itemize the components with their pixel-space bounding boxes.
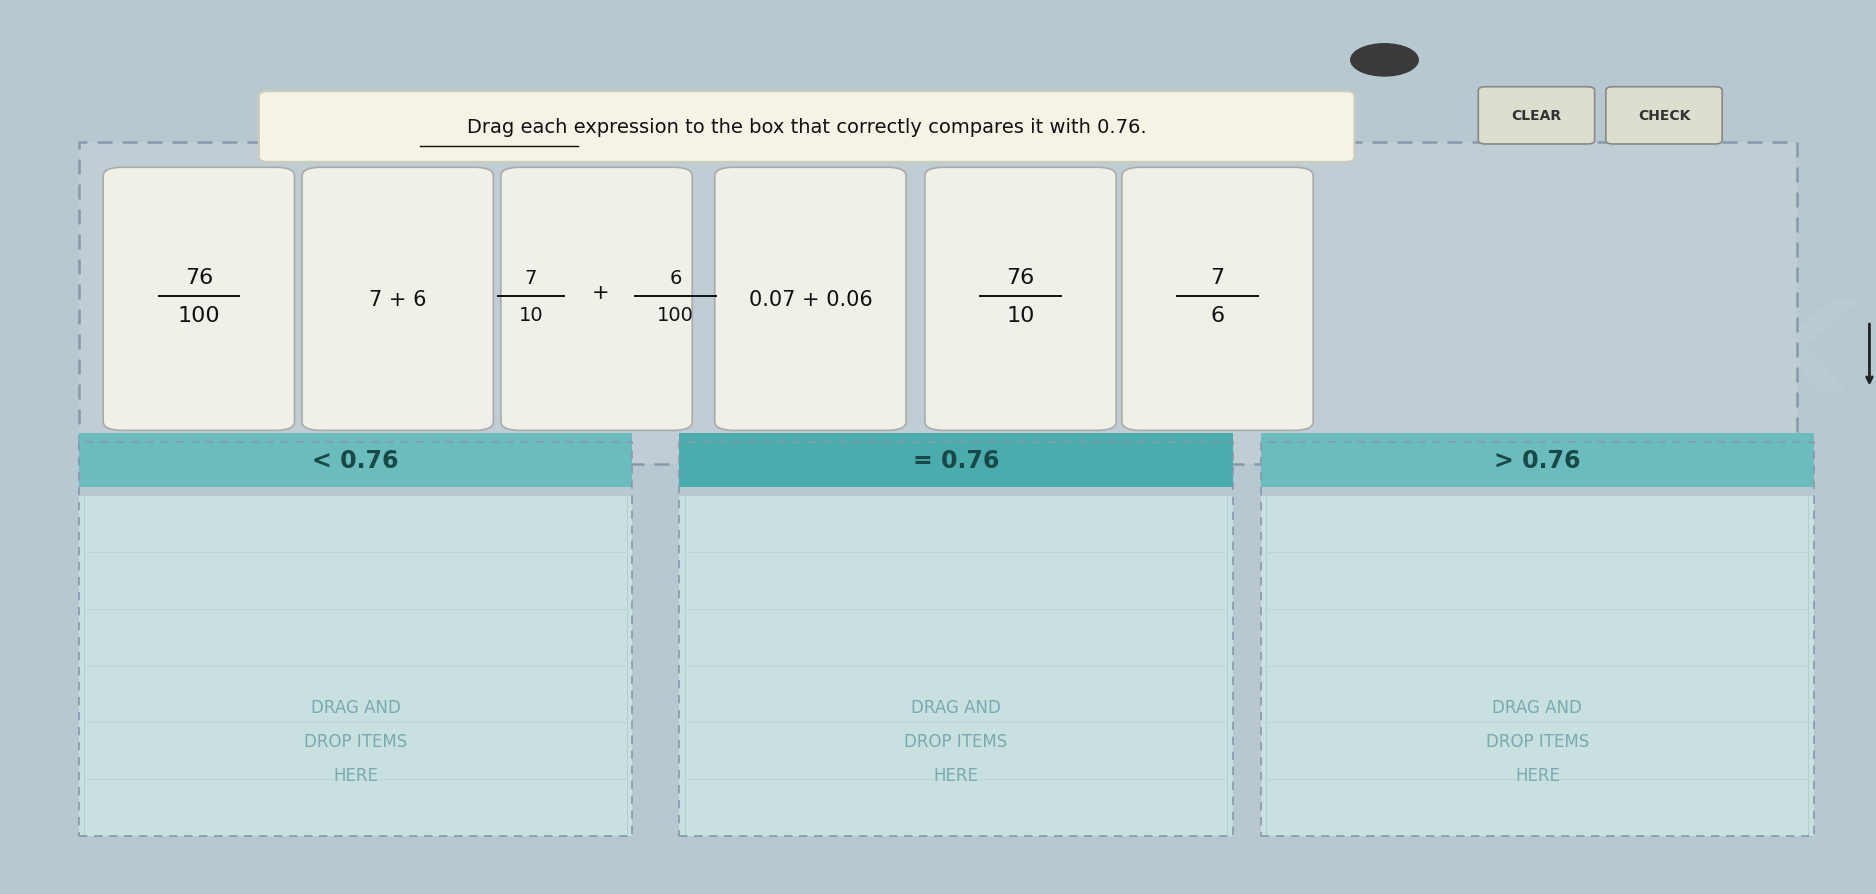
Bar	[679, 443, 1233, 836]
FancyBboxPatch shape	[1606, 88, 1722, 145]
Text: = 0.76: = 0.76	[912, 449, 1000, 472]
Text: 0.07 + 0.06: 0.07 + 0.06	[749, 290, 872, 309]
Text: DRAG AND: DRAG AND	[1493, 698, 1581, 716]
Text: 76: 76	[1006, 268, 1036, 288]
Text: HERE: HERE	[334, 766, 377, 784]
Text: 100: 100	[657, 306, 694, 325]
Text: 6: 6	[1210, 306, 1225, 325]
Text: +: +	[591, 283, 610, 302]
Text: 10: 10	[518, 306, 544, 325]
Text: HERE: HERE	[934, 766, 977, 784]
Circle shape	[1351, 45, 1418, 77]
Bar	[1261, 443, 1814, 836]
FancyBboxPatch shape	[925, 168, 1116, 431]
Bar	[679, 496, 1233, 836]
FancyBboxPatch shape	[501, 168, 692, 431]
Text: DROP ITEMS: DROP ITEMS	[304, 732, 407, 750]
Text: THINK: THINK	[360, 189, 1066, 384]
Bar	[79, 434, 632, 487]
FancyBboxPatch shape	[715, 168, 906, 431]
Text: HERE: HERE	[1516, 766, 1559, 784]
Bar	[79, 443, 632, 836]
Text: DRAG AND: DRAG AND	[311, 698, 400, 716]
Text: THINK: THINK	[1413, 297, 1852, 418]
Text: DRAG AND: DRAG AND	[912, 698, 1000, 716]
Text: CHECK: CHECK	[1638, 109, 1690, 123]
Text: Drag each expression to the box that correctly compares it with 0.76.: Drag each expression to the box that cor…	[467, 118, 1146, 137]
Bar	[1261, 496, 1814, 836]
Text: > 0.76: > 0.76	[1493, 449, 1581, 472]
Bar	[79, 496, 632, 836]
FancyBboxPatch shape	[103, 168, 295, 431]
Text: 6: 6	[670, 268, 681, 288]
Text: 10: 10	[1006, 306, 1036, 325]
Text: CLEAR: CLEAR	[1512, 109, 1561, 123]
Bar	[1261, 434, 1814, 487]
FancyBboxPatch shape	[302, 168, 493, 431]
Bar	[679, 434, 1233, 487]
Text: 7: 7	[525, 268, 537, 288]
Text: 100: 100	[178, 306, 219, 325]
FancyBboxPatch shape	[259, 92, 1354, 163]
Text: 7 + 6: 7 + 6	[370, 290, 426, 309]
Text: < 0.76: < 0.76	[311, 449, 400, 472]
Bar	[79, 143, 1797, 465]
FancyBboxPatch shape	[1478, 88, 1595, 145]
Text: 7: 7	[1210, 268, 1225, 288]
Bar	[79, 143, 1797, 465]
Text: DROP ITEMS: DROP ITEMS	[1486, 732, 1589, 750]
Text: 76: 76	[184, 268, 214, 288]
Text: DROP ITEMS: DROP ITEMS	[904, 732, 1007, 750]
FancyBboxPatch shape	[1122, 168, 1313, 431]
